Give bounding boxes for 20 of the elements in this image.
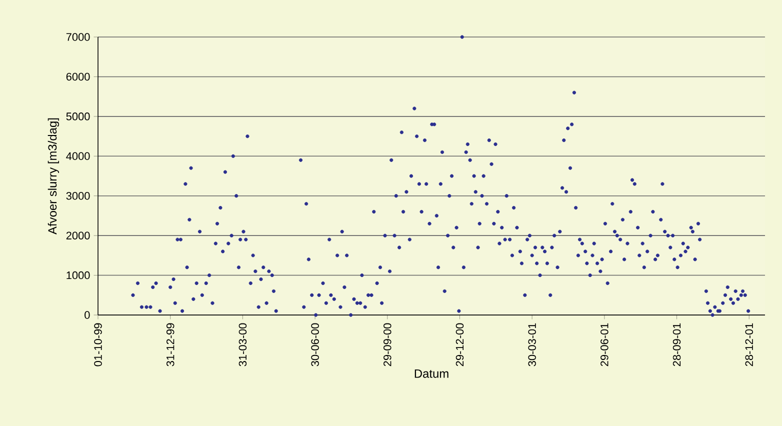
- y-tick-label: 6000: [66, 72, 90, 81]
- x-tick-label: 31-12-99: [166, 323, 174, 366]
- y-tick-label: 5000: [66, 112, 90, 120]
- x-tick-label: 28-12-01: [745, 323, 753, 366]
- x-tick-label: 28-09-01: [672, 323, 681, 366]
- x-tick-label: 29-12-00: [456, 323, 464, 366]
- y-tick-label: 4000: [66, 152, 90, 160]
- y-tick-label: 3000: [66, 192, 90, 200]
- x-tick-label: 31-03-00: [238, 323, 247, 366]
- x-tick-label: 29-09-00: [384, 323, 392, 366]
- y-tick-label: 2000: [66, 232, 90, 240]
- x-tick-label: 29-06-01: [600, 323, 608, 366]
- x-tick-label: 01-10-99: [94, 323, 102, 366]
- y-tick-label: 1000: [66, 271, 90, 280]
- y-tick-label: 7000: [66, 33, 90, 41]
- x-tick-label: 30-03-01: [528, 323, 536, 366]
- x-tick-label: 30-06-00: [311, 323, 319, 366]
- y-axis-title: Afvoer slurry [m3/dag]: [48, 118, 60, 234]
- y-tick-label: 0: [84, 311, 90, 319]
- x-axis-title: Datum: [414, 369, 448, 378]
